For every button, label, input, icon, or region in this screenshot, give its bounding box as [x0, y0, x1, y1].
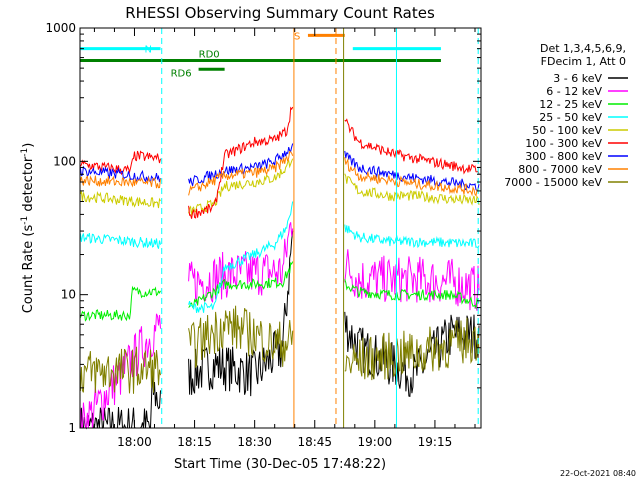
legend-header: Det 1,3,4,5,6,9,	[540, 42, 626, 55]
series-line	[79, 150, 480, 197]
y-label-sup: -1	[20, 148, 30, 157]
legend-label: 300 - 800 keV	[525, 150, 602, 163]
axes: 1 10 100 1000 18:00 18:15 18:30 18:45 19:00 19:15	[45, 21, 481, 449]
series-line	[79, 158, 480, 216]
y-label-part: )	[21, 143, 36, 148]
x-tick-label: 19:00	[358, 435, 393, 449]
legend-label: 50 - 100 keV	[532, 124, 602, 137]
y-tick-label: 1	[68, 421, 76, 435]
x-tick-label: 19:15	[418, 435, 453, 449]
footer-timestamp: 22-Oct-2021 08:40	[560, 469, 636, 478]
x-tick-label: 18:15	[177, 435, 212, 449]
series-line	[79, 305, 480, 394]
plot-frame	[79, 27, 482, 429]
y-tick-label: 1000	[45, 21, 76, 35]
y-tick-label: 10	[61, 288, 76, 302]
series-lines	[79, 106, 480, 430]
flag-label: RD6	[171, 68, 192, 79]
x-tick-label: 18:30	[237, 435, 272, 449]
y-label-part: Count Rate (s	[21, 225, 36, 314]
flag-label: N	[145, 45, 152, 56]
legend-label: 3 - 6 keV	[553, 72, 602, 85]
legend: Det 1,3,4,5,6,9,FDecim 1, Att 0 3 - 6 keV…	[504, 42, 628, 189]
flag-label: S	[294, 31, 300, 42]
x-tick-label: 18:45	[297, 435, 332, 449]
series-line	[79, 201, 480, 313]
y-axis-label: Count Rate (s-1 detector-1)	[20, 143, 36, 314]
time-markers	[161, 28, 479, 428]
legend-label: 25 - 50 keV	[539, 111, 602, 124]
series-line	[79, 106, 480, 219]
legend-label: 800 - 7000 keV	[518, 163, 602, 176]
legend-label: 7000 - 15000 keV	[504, 176, 602, 189]
y-tick-label: 100	[53, 154, 76, 168]
chart-title: RHESSI Observing Summary Count Rates	[125, 4, 435, 22]
series-line	[79, 261, 480, 322]
legend-label: 6 - 12 keV	[546, 85, 602, 98]
legend-header: FDecim 1, Att 0	[541, 55, 626, 68]
y-label-sup: -1	[20, 216, 30, 225]
x-axis-label: Start Time (30-Dec-05 17:48:22)	[174, 457, 386, 472]
legend-label: 100 - 300 keV	[525, 137, 602, 150]
flag-label: RD0	[199, 50, 220, 61]
legend-label: 12 - 25 keV	[539, 98, 602, 111]
x-tick-label: 18:00	[117, 435, 152, 449]
y-label-part: detector	[21, 156, 36, 216]
